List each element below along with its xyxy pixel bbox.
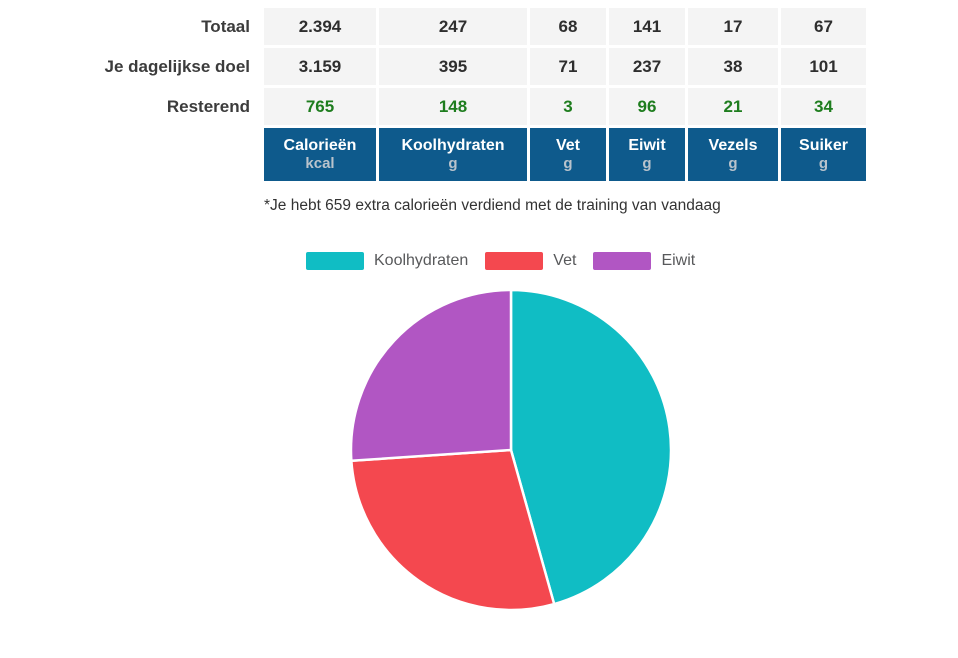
resterend-eiwit: 96 <box>609 88 685 125</box>
column-header-vet: Vet g <box>530 128 606 181</box>
table-corner-spacer <box>0 128 261 181</box>
legend-swatch-koolhydraten <box>306 252 364 270</box>
column-header-suiker: Suiker g <box>781 128 866 181</box>
legend-label-vet: Vet <box>553 252 577 269</box>
column-header-label: Vet <box>555 137 580 154</box>
pie-slice-koolhydraten[interactable] <box>509 288 673 606</box>
legend-item-koolhydraten[interactable]: Koolhydraten <box>306 252 468 270</box>
row-label-resterend: Resterend <box>0 88 261 125</box>
resterend-vezels: 21 <box>688 88 778 125</box>
column-header-label: Vezels <box>708 137 758 154</box>
legend-label-eiwit: Eiwit <box>661 252 696 269</box>
totaal-suiker: 67 <box>781 8 866 45</box>
resterend-calorieen: 765 <box>264 88 376 125</box>
column-header-koolhydraten: Koolhydraten g <box>379 128 527 181</box>
legend-item-eiwit[interactable]: Eiwit <box>593 252 695 270</box>
legend-swatch-eiwit <box>593 252 652 270</box>
legend-item-vet[interactable]: Vet <box>485 252 576 270</box>
totaal-vet: 68 <box>530 8 606 45</box>
row-label-dagelijkse-doel: Je dagelijkse doel <box>0 48 261 85</box>
resterend-suiker: 34 <box>781 88 866 125</box>
column-header-unit: g <box>563 155 573 172</box>
column-header-label: Calorieën <box>283 137 357 154</box>
column-header-unit: g <box>728 155 738 172</box>
exercise-calories-note: *Je hebt 659 extra calorieën verdiend me… <box>264 197 721 214</box>
column-header-calorieen: Calorieën kcal <box>264 128 376 181</box>
resterend-koolhydraten: 148 <box>379 88 527 125</box>
column-header-unit: g <box>448 155 458 172</box>
resterend-vet: 3 <box>530 88 606 125</box>
doel-suiker: 101 <box>781 48 866 85</box>
column-header-unit: g <box>642 155 652 172</box>
macros-pie-chart <box>349 288 673 612</box>
row-label-totaal: Totaal <box>0 8 261 45</box>
pie-slice-vet[interactable] <box>350 448 556 612</box>
doel-eiwit: 237 <box>609 48 685 85</box>
legend-label-koolhydraten: Koolhydraten <box>374 252 469 269</box>
nutrition-summary-table: Totaal 2.394 247 68 141 17 67 Je dagelij… <box>0 8 866 181</box>
column-header-label: Eiwit <box>628 137 666 154</box>
column-header-label: Koolhydraten <box>401 137 505 154</box>
pie-legend: Koolhydraten Vet Eiwit <box>306 252 695 270</box>
doel-koolhydraten: 395 <box>379 48 527 85</box>
totaal-vezels: 17 <box>688 8 778 45</box>
column-header-vezels: Vezels g <box>688 128 778 181</box>
doel-vezels: 38 <box>688 48 778 85</box>
totaal-koolhydraten: 247 <box>379 8 527 45</box>
doel-calorieen: 3.159 <box>264 48 376 85</box>
pie-slice-eiwit[interactable] <box>349 288 513 463</box>
column-header-unit: kcal <box>305 155 335 172</box>
totaal-eiwit: 141 <box>609 8 685 45</box>
legend-swatch-vet <box>485 252 544 270</box>
totaal-calorieen: 2.394 <box>264 8 376 45</box>
column-header-eiwit: Eiwit g <box>609 128 685 181</box>
column-header-unit: g <box>818 155 829 172</box>
column-header-label: Suiker <box>799 137 848 154</box>
doel-vet: 71 <box>530 48 606 85</box>
